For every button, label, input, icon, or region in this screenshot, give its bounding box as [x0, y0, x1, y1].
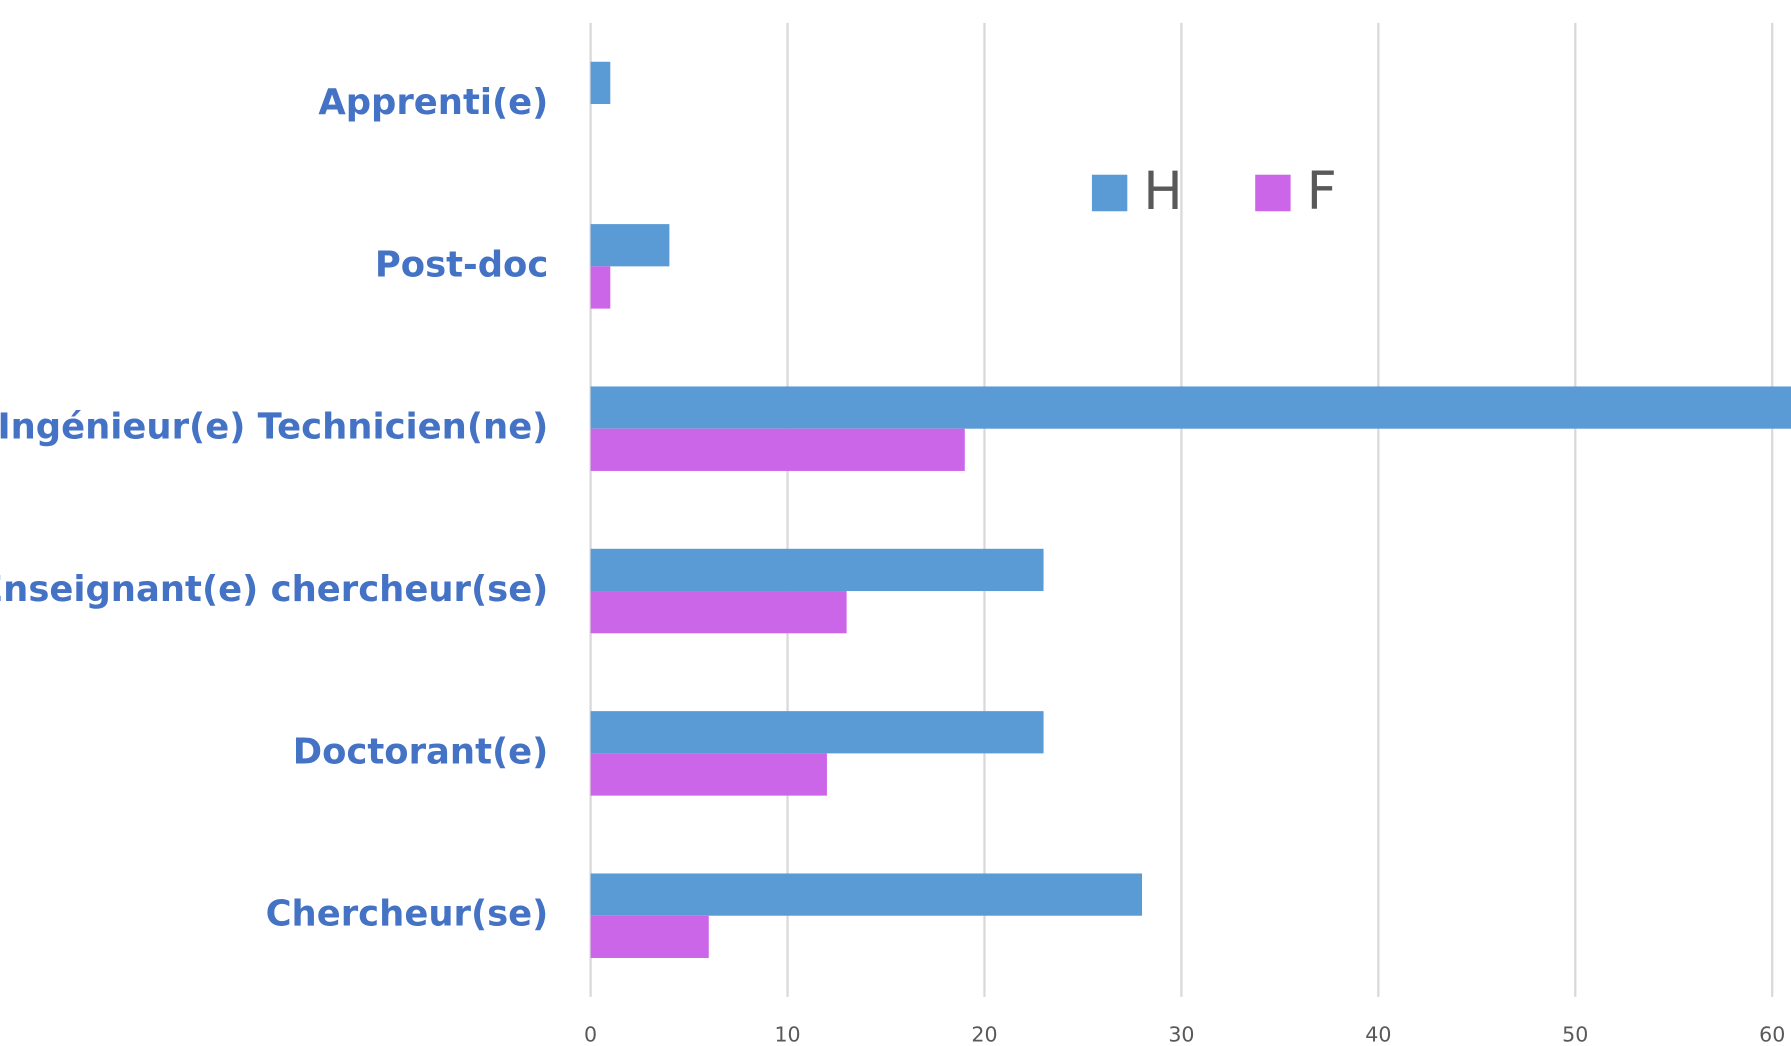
bar	[590, 428, 965, 471]
legend-swatch	[1091, 174, 1128, 212]
bar	[590, 61, 611, 105]
legend-label: H	[1143, 161, 1183, 222]
y-tick-label: Ingénieur(e) Technicien(ne)	[0, 407, 548, 448]
bar	[590, 711, 1044, 754]
y-tick-label: Enseignant(e) chercheur(se)	[0, 569, 548, 610]
x-tick-label: 40	[1365, 1023, 1391, 1046]
bar	[590, 915, 709, 958]
x-tick-label: 30	[1168, 1023, 1194, 1046]
y-tick-label: Chercheur(se)	[266, 894, 549, 935]
y-tick-label: Doctorant(e)	[293, 731, 549, 772]
x-tick-label: 50	[1562, 1023, 1588, 1046]
legend-swatch	[1255, 174, 1291, 212]
y-tick-label: Apprenti(e)	[318, 82, 548, 123]
bar	[590, 591, 847, 634]
bar	[590, 386, 1791, 429]
x-tick-label: 60	[1759, 1023, 1785, 1046]
legend-label: F	[1307, 161, 1337, 222]
bar	[590, 753, 827, 796]
x-tick-label: 20	[971, 1023, 997, 1046]
bar	[590, 266, 611, 309]
x-tick-label: 0	[584, 1023, 597, 1046]
bar	[590, 548, 1044, 592]
bar	[590, 224, 670, 267]
y-tick-label: Post-doc	[375, 244, 548, 285]
bar	[590, 873, 1143, 916]
x-tick-label: 10	[774, 1023, 800, 1046]
